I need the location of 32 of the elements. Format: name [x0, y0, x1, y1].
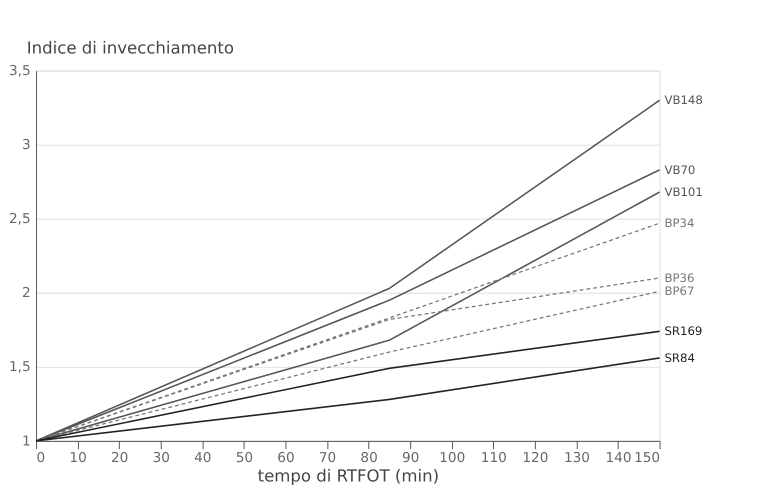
y-tick-label: 2 [22, 285, 31, 302]
x-tick-label: 30 [152, 450, 170, 466]
series-label: SR84 [664, 350, 695, 365]
y-tick-label: 3 [22, 137, 31, 154]
x-tick-label: 0 [36, 450, 46, 466]
y-tick-label: 3,5 [9, 63, 31, 80]
x-tick-label: 50 [236, 450, 254, 466]
x-tick-label: 140 [606, 450, 632, 466]
x-tick-label: 70 [318, 450, 336, 466]
x-tick-label: 110 [480, 450, 507, 466]
x-tick-label: 60 [277, 450, 295, 466]
series-label: BP34 [664, 216, 694, 230]
x-tick-label: 150 [634, 450, 660, 466]
x-axis-title: tempo di RTFOT (min) [258, 466, 440, 486]
y-axis-title: Indice di invecchiamento [26, 38, 234, 58]
x-tick-label: 90 [402, 450, 420, 466]
x-tick-label: 130 [564, 450, 590, 466]
series-label: BP36 [664, 270, 694, 285]
series-label: VB101 [664, 184, 703, 199]
x-tick-label: 20 [111, 450, 128, 466]
y-tick-label: 2,5 [9, 211, 31, 228]
y-tick-label: 1 [22, 433, 31, 450]
series-label: SR169 [664, 324, 702, 338]
series-label: VB148 [664, 93, 703, 108]
series-label: BP67 [664, 284, 694, 298]
x-tick-label: 100 [439, 450, 466, 466]
x-tick-label: 40 [194, 450, 212, 466]
series-label: VB70 [664, 162, 696, 177]
x-tick-label: 120 [522, 450, 548, 466]
y-tick-label: 1,5 [9, 359, 31, 376]
x-tick-label: 10 [69, 450, 87, 466]
x-tick-label: 80 [360, 450, 378, 466]
